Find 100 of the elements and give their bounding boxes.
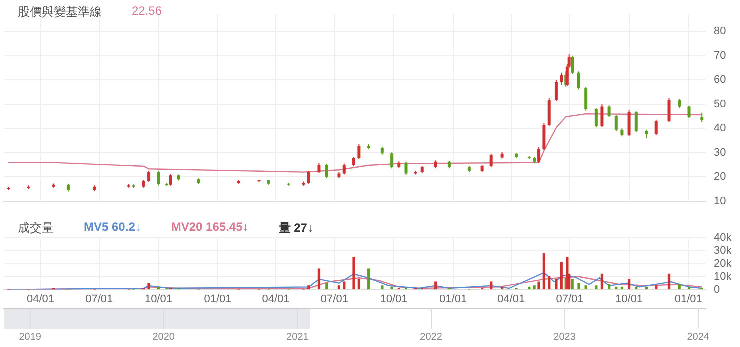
x-tick-label: 10/01 [144, 293, 172, 306]
y-tick-label: 40k [714, 232, 732, 244]
x2-tick-label: 2019 [19, 332, 42, 343]
bar [318, 268, 321, 290]
chart-title: 成交量 [18, 220, 54, 237]
candlestick [620, 128, 624, 137]
candlestick [514, 153, 518, 158]
y-tick-label: 20k [714, 258, 732, 270]
candlestick [533, 157, 536, 164]
bar [595, 286, 598, 290]
candlestick [490, 154, 493, 168]
text: MV5 60.2↓ [84, 220, 142, 236]
candlestick [128, 184, 131, 188]
bar [678, 284, 681, 290]
x-tick-label: 07/01 [320, 293, 348, 306]
candlestick [554, 80, 558, 102]
candlestick [584, 87, 588, 111]
x-tick-label: 10/01 [616, 293, 644, 306]
candlestick [600, 104, 604, 128]
x-tick-label: 04/01 [262, 293, 290, 306]
candlestick [380, 147, 384, 155]
candlestick [420, 166, 424, 174]
x2-tick-label: 2020 [152, 332, 176, 343]
candlestick [578, 72, 581, 90]
bar [668, 274, 671, 290]
candlestick [166, 183, 169, 186]
x-tick-label: 07/01 [556, 293, 584, 306]
candlestick [678, 99, 682, 108]
candlestick [404, 162, 408, 175]
candlestick [302, 182, 306, 186]
bar [560, 262, 563, 290]
x-tick-label: 04/01 [26, 293, 55, 306]
bar [338, 286, 341, 290]
candlestick [700, 112, 704, 123]
x-tick-label: 07/01 [86, 293, 114, 306]
y-tick-label: 30 [714, 146, 726, 159]
y-tick-label: 20 [714, 171, 726, 184]
bar [555, 279, 558, 290]
candlestick [571, 56, 574, 74]
candlestick [148, 170, 151, 182]
candlestick [468, 166, 471, 172]
bar [571, 279, 574, 290]
candlestick [480, 165, 484, 172]
candlestick [157, 171, 160, 186]
x2-tick-label: 2023 [554, 332, 576, 343]
x2-tick-label: 2024 [687, 332, 710, 343]
candlestick [352, 157, 356, 166]
candlestick [338, 172, 341, 178]
bar [358, 279, 361, 290]
candlestick [325, 164, 328, 178]
bar [343, 282, 346, 290]
x-tick-label: 01/01 [440, 293, 468, 306]
bar [326, 282, 328, 290]
annotation: 22.56 [132, 4, 162, 20]
bar [628, 279, 631, 290]
candlestick [634, 111, 638, 132]
candlestick [434, 160, 438, 168]
bar [655, 286, 658, 290]
bar [352, 257, 356, 290]
bar [308, 286, 310, 290]
candlestick [608, 106, 611, 118]
y-tick-label: 40 [714, 122, 726, 135]
candlestick [52, 184, 56, 188]
candlestick [26, 186, 30, 190]
candlestick [448, 160, 451, 169]
x2-tick-label: 2021 [286, 332, 310, 343]
y-tick-label: 10k [714, 270, 732, 283]
candlestick [645, 130, 648, 138]
candlestick [7, 187, 10, 190]
candlestick [628, 110, 631, 136]
candlestick [66, 184, 70, 192]
y-tick-label: 10 [714, 195, 726, 208]
candlestick [614, 115, 618, 132]
bar [538, 282, 540, 290]
candlestick [668, 98, 671, 122]
candlestick [560, 72, 564, 85]
candlestick [548, 98, 551, 126]
candlestick [390, 152, 394, 169]
candlestick [500, 152, 504, 159]
bar [148, 282, 150, 290]
candlestick [318, 164, 321, 174]
candlestick [287, 182, 290, 186]
bar [584, 286, 588, 290]
y-tick-label: 50 [714, 98, 726, 110]
bar [434, 282, 438, 290]
candlestick [367, 144, 370, 150]
candlestick [237, 180, 240, 184]
text: 量 27↓ [278, 220, 314, 237]
candlestick [342, 164, 346, 175]
candlestick [654, 120, 658, 136]
x-tick-label: 01/01 [674, 293, 702, 306]
x-tick-label: 01/01 [204, 293, 232, 306]
candlestick [528, 156, 531, 160]
x-tick-label: 10/01 [380, 293, 408, 306]
candlestick [93, 186, 96, 192]
candlestick [132, 184, 136, 188]
bar [542, 253, 546, 290]
bar [578, 282, 580, 290]
text: MV20 165.45↓ [171, 220, 249, 236]
x2-tick-label: 2022 [420, 332, 443, 343]
